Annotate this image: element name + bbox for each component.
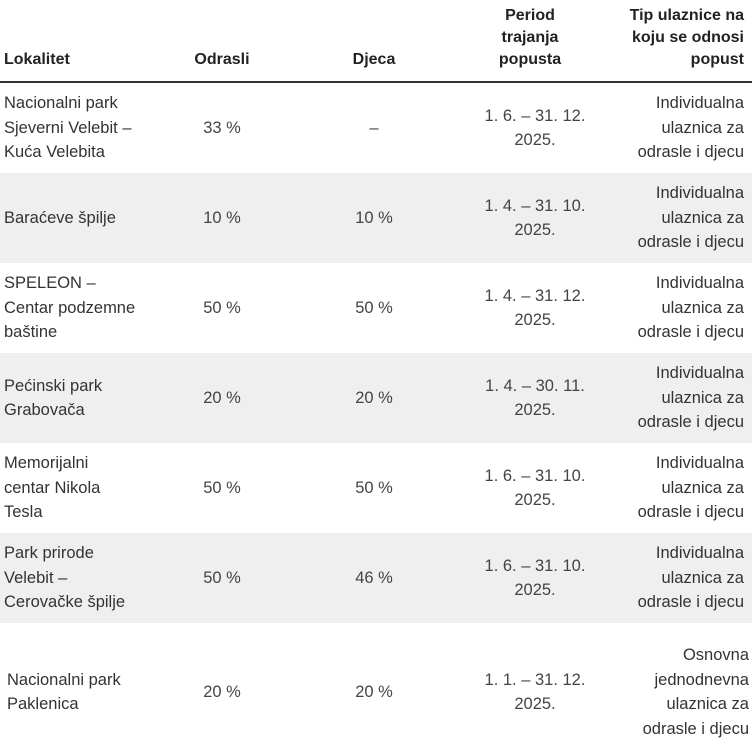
cell-period: 1. 4. – 31. 10. 2025. [484, 196, 586, 240]
cell-period: 1. 4. – 30. 11. 2025. [485, 376, 585, 420]
cell-tip: Individualna ulaznica za odrasle i djecu [637, 94, 744, 162]
cell-period: 1. 6. – 31. 10. 2025. [484, 556, 586, 600]
cell-djeca: 46 % [355, 568, 393, 587]
cell-djeca: 10 % [355, 208, 393, 227]
table-row: Pećinski park Grabovača 20 % 20 % 1. 4. … [0, 353, 752, 443]
table-row: Memorijalni centar Nikola Tesla 50 % 50 … [0, 443, 752, 533]
cell-djeca: 50 % [355, 298, 393, 317]
cell-odrasli: 20 % [203, 388, 241, 407]
cell-lokalitet: SPELEON – Centar podzemne baštine [4, 274, 136, 342]
table-row: SPELEON – Centar podzemne baštine 50 % 5… [0, 263, 752, 353]
table-header: Lokalitet Odrasli Djeca Period trajanja … [0, 0, 752, 83]
cell-odrasli: 50 % [203, 478, 241, 497]
header-period: Period trajanja popusta [498, 7, 562, 68]
cell-tip: Individualna ulaznica za odrasle i djecu [637, 454, 744, 522]
cell-djeca: 50 % [355, 478, 393, 497]
cell-djeca: – [369, 118, 379, 137]
cell-odrasli: 20 % [203, 682, 241, 701]
table-row: Nacionalni park Paklenica 20 % 20 % 1. 1… [0, 637, 752, 747]
cell-odrasli: 10 % [203, 208, 241, 227]
cell-lokalitet: Memorijalni centar Nikola Tesla [4, 454, 101, 522]
cell-tip: Osnovna jednodnevna ulaznica za odrasle … [642, 646, 749, 738]
cell-lokalitet: Nacionalni park Sjeverni Velebit – Kuća … [4, 94, 132, 162]
header-tip: Tip ulaznice na koju se odnosi popust [629, 7, 744, 68]
cell-period: 1. 6. – 31. 10. 2025. [484, 466, 586, 510]
cell-tip: Individualna ulaznica za odrasle i djecu [637, 364, 744, 432]
table-row: Nacionalni park Sjeverni Velebit – Kuća … [0, 83, 752, 173]
header-lokalitet: Lokalitet [4, 51, 70, 68]
row-spacer [0, 623, 752, 637]
cell-odrasli: 33 % [203, 118, 241, 137]
cell-djeca: 20 % [355, 682, 393, 701]
header-odrasli: Odrasli [194, 51, 250, 68]
cell-odrasli: 50 % [203, 298, 241, 317]
cell-period: 1. 6. – 31. 12. 2025. [484, 106, 586, 150]
cell-lokalitet: Park prirode Velebit – Cerovačke špilje [4, 544, 126, 612]
table-row: Park prirode Velebit – Cerovačke špilje … [0, 533, 752, 623]
cell-tip: Individualna ulaznica za odrasle i djecu [637, 544, 744, 612]
cell-djeca: 20 % [355, 388, 393, 407]
table-row: Baraćeve špilje 10 % 10 % 1. 4. – 31. 10… [0, 173, 752, 263]
cell-tip: Individualna ulaznica za odrasle i djecu [637, 184, 744, 252]
cell-lokalitet: Nacionalni park Paklenica [7, 670, 121, 714]
cell-odrasli: 50 % [203, 568, 241, 587]
cell-tip: Individualna ulaznica za odrasle i djecu [637, 274, 744, 342]
header-djeca: Djeca [352, 51, 396, 68]
cell-lokalitet: Baraćeve špilje [4, 208, 116, 227]
cell-period: 1. 4. – 31. 12. 2025. [484, 286, 586, 330]
cell-lokalitet: Pećinski park Grabovača [4, 376, 103, 420]
cell-period: 1. 1. – 31. 12. 2025. [484, 670, 586, 714]
